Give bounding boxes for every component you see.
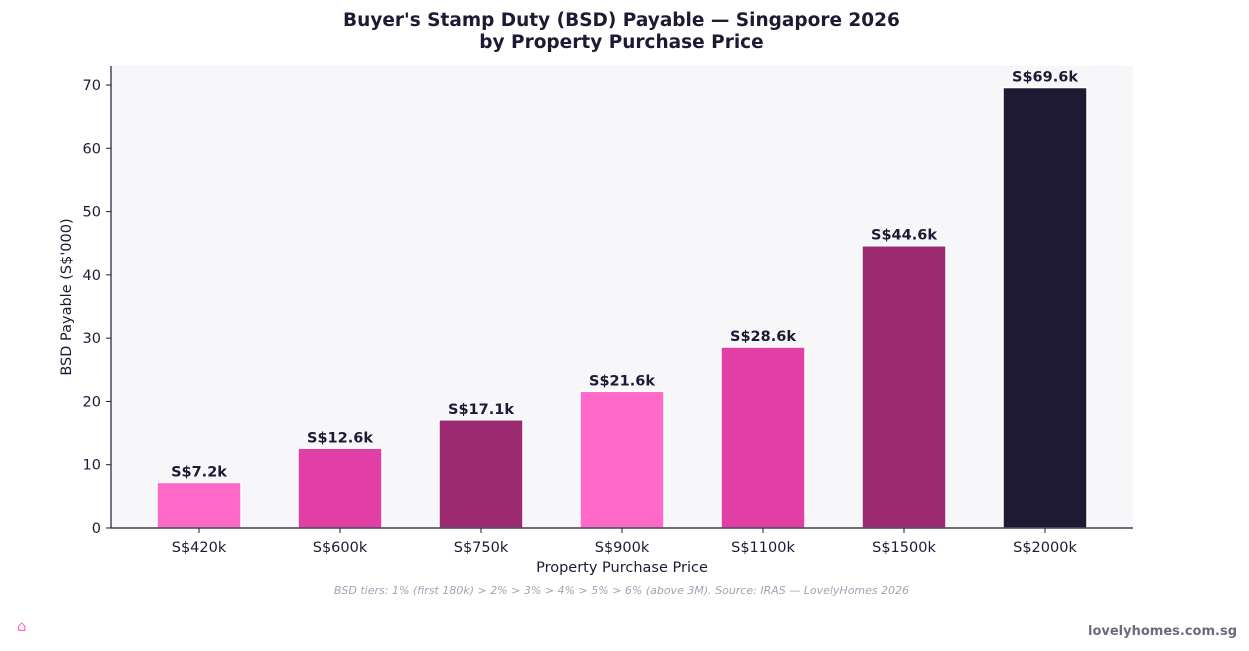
y-tick-label: 0 [92,521,101,537]
bar [861,244,947,529]
x-tick-label: S$750k [454,540,509,556]
y-axis-label: BSD Payable (S$'000) [59,218,75,375]
bar [438,419,524,529]
y-tick-label: 20 [83,394,101,410]
footnote: BSD tiers: 1% (first 180k) > 2% > 3% > 4… [333,584,910,597]
site-url: lovelyhomes.com.sg [1088,624,1237,639]
bar [156,481,242,529]
data-label: S$28.6k [730,329,796,345]
x-tick-label: S$420k [172,540,227,556]
bar [297,447,383,529]
x-tick-label: S$1100k [731,540,795,556]
data-label: S$21.6k [589,373,655,389]
chart-subtitle: by Property Purchase Price [479,32,764,53]
x-tick-label: S$1500k [872,540,936,556]
x-axis-label: Property Purchase Price [536,560,708,576]
y-tick-label: 30 [83,331,101,347]
bar [1002,86,1088,529]
x-tick-label: S$2000k [1013,540,1077,556]
x-tick-label: S$900k [595,540,650,556]
bar [720,346,806,529]
bar [579,390,665,529]
y-tick-label: 60 [83,141,101,157]
chart-title: Buyer's Stamp Duty (BSD) Payable — Singa… [343,10,900,31]
data-label: S$17.1k [448,402,514,418]
data-label: S$44.6k [871,228,937,244]
data-label: S$12.6k [307,430,373,446]
data-label: S$69.6k [1012,70,1078,86]
y-tick-label: 70 [83,78,101,94]
y-tick-label: 50 [83,205,101,221]
data-label: S$7.2k [171,464,227,480]
y-tick-label: 40 [83,268,101,284]
house-icon: ⌂ [17,617,27,635]
x-tick-label: S$600k [313,540,368,556]
y-tick-label: 10 [83,458,101,474]
